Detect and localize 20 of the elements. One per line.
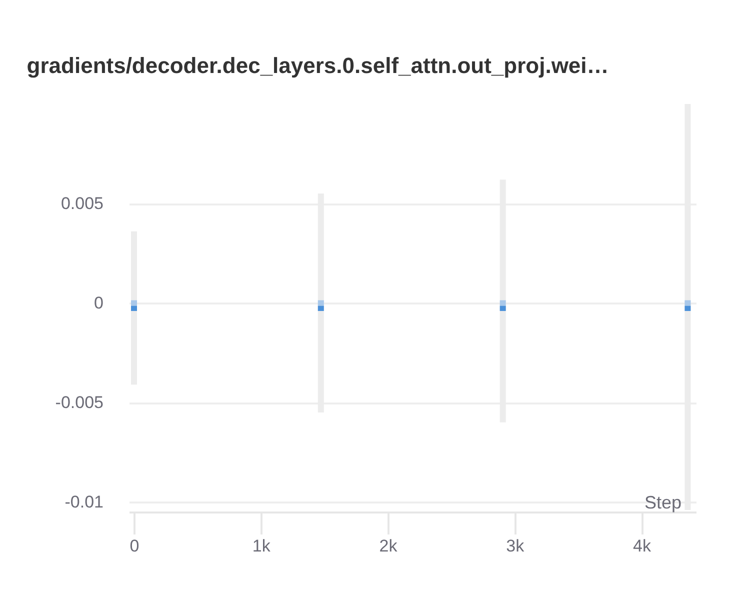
x-tick-label: 4k <box>633 536 652 556</box>
bar <box>131 306 137 311</box>
bar <box>500 306 506 311</box>
bar <box>131 231 137 385</box>
y-tick-label: -0.01 <box>64 492 104 512</box>
x-tick-label: 2k <box>379 536 398 556</box>
bar <box>684 300 691 306</box>
x-tick-label: 1k <box>252 536 271 556</box>
y-tick-label: 0.005 <box>60 194 104 214</box>
bar <box>318 306 324 311</box>
bar <box>684 306 691 311</box>
x-axis-title: Step <box>644 492 682 512</box>
y-tick-label: 0 <box>94 294 104 313</box>
y-tick-label: -0.005 <box>55 393 104 412</box>
chart-title: gradients/decoder.dec_layers.0.self_attn.out_proj.wei… <box>26 53 609 78</box>
x-tick-label: 3k <box>506 536 525 556</box>
x-tick-label: 0 <box>130 536 140 556</box>
bar <box>500 300 506 306</box>
bar <box>131 300 137 306</box>
bar <box>318 300 324 306</box>
